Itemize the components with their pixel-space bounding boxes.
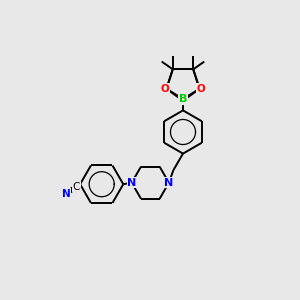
Text: N: N bbox=[127, 178, 136, 188]
Text: C: C bbox=[73, 182, 80, 192]
Text: O: O bbox=[161, 84, 170, 94]
Text: N: N bbox=[164, 178, 173, 188]
Text: O: O bbox=[196, 84, 205, 94]
Text: B: B bbox=[179, 94, 187, 104]
Text: N: N bbox=[61, 189, 70, 199]
